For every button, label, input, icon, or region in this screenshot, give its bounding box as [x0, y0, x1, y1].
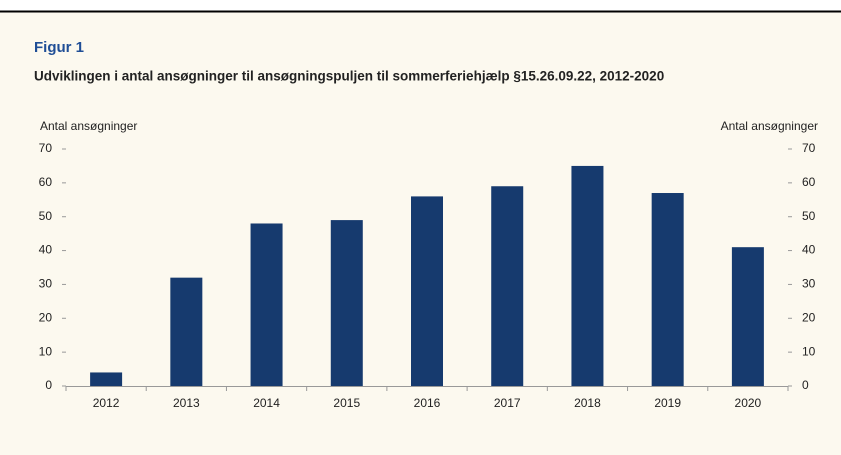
bar: [90, 372, 123, 386]
bar: [491, 186, 524, 386]
x-tick-label: 2020: [735, 396, 762, 410]
x-tick-label: 2013: [173, 396, 200, 410]
y-tick-label: 10: [39, 344, 53, 358]
y-tick-label: 50: [39, 209, 53, 223]
bar: [170, 277, 203, 386]
bar: [411, 196, 443, 386]
y-tick-label: 20: [39, 310, 53, 324]
x-tick-label: 2016: [414, 396, 441, 410]
y-tick-label: 40: [39, 243, 53, 257]
y2-tick-label: 60: [802, 175, 816, 189]
bar: [571, 165, 604, 386]
y2-tick-label: 40: [802, 243, 816, 257]
bar: [330, 220, 363, 386]
y2-tick-label: 30: [802, 277, 816, 291]
y-tick-label: 70: [39, 141, 53, 155]
y-axis-label: Antal ansøgninger: [40, 119, 137, 133]
y2-tick-label: 20: [802, 310, 816, 324]
x-tick-label: 2015: [333, 396, 360, 410]
y-tick-label: 60: [39, 175, 53, 189]
y2-tick-label: 0: [802, 378, 809, 392]
y2-tick-label: 50: [802, 209, 816, 223]
x-tick-label: 2014: [253, 396, 280, 410]
x-tick-label: 2017: [494, 396, 521, 410]
x-tick-label: 2019: [654, 396, 681, 410]
bar: [651, 193, 684, 386]
x-tick-label: 2012: [93, 396, 120, 410]
y-tick-label: 30: [39, 277, 53, 291]
bar: [250, 223, 283, 386]
chart-title: Udviklingen i antal ansøgninger til ansø…: [34, 69, 664, 84]
y2-tick-label: 70: [802, 141, 816, 155]
bar: [731, 247, 764, 386]
figure-heading: Figur 1: [34, 39, 84, 56]
y2-axis-label: Antal ansøgninger: [721, 119, 818, 133]
y-tick-label: 0: [45, 378, 52, 392]
y2-tick-label: 10: [802, 344, 816, 358]
x-tick-label: 2018: [574, 396, 601, 410]
